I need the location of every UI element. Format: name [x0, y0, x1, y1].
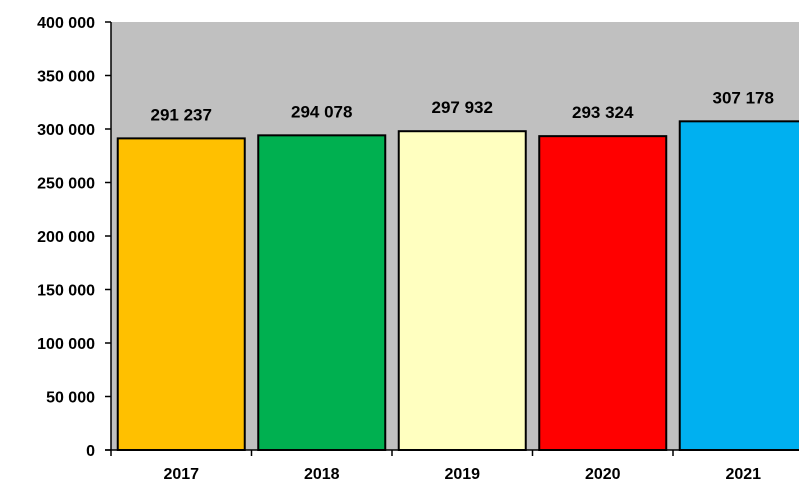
x-tick-label-2018: 2018 — [304, 466, 340, 483]
y-tick-label: 50 000 — [46, 390, 95, 407]
bar-2021 — [678, 120, 799, 451]
bar-2020 — [538, 135, 668, 452]
x-tick-label-2017: 2017 — [163, 466, 199, 483]
y-tick-label: 400 000 — [37, 15, 95, 32]
data-label-2018: 294 078 — [291, 102, 352, 121]
data-label-2020: 293 324 — [572, 103, 634, 122]
data-label-2019: 297 932 — [432, 98, 493, 117]
x-tick-label-2020: 2020 — [585, 466, 621, 483]
x-tick-label-2019: 2019 — [444, 466, 480, 483]
y-tick-label: 350 000 — [37, 69, 95, 86]
data-label-2017: 291 237 — [151, 105, 212, 124]
x-axis: 2017 2018 2019 2020 2021 — [105, 449, 799, 483]
y-tick-label: 150 000 — [37, 283, 95, 300]
bar-2018 — [257, 134, 387, 451]
y-tick-label: 300 000 — [37, 122, 95, 139]
y-axis: 0 50 000 100 000 150 000 200 000 250 000 300 0… — [37, 15, 112, 460]
y-tick-label: 0 — [86, 443, 95, 460]
bar-2017 — [116, 137, 246, 451]
x-tick-label-2021: 2021 — [725, 466, 761, 483]
data-label-2021: 307 178 — [713, 88, 774, 107]
bar-2019 — [397, 130, 527, 451]
bars-group — [116, 120, 799, 452]
y-tick-label: 100 000 — [37, 336, 95, 353]
y-tick-label: 250 000 — [37, 176, 95, 193]
data-labels-group: 291 237 294 078 297 932 293 324 307 178 — [151, 88, 774, 124]
y-tick-label: 200 000 — [37, 229, 95, 246]
